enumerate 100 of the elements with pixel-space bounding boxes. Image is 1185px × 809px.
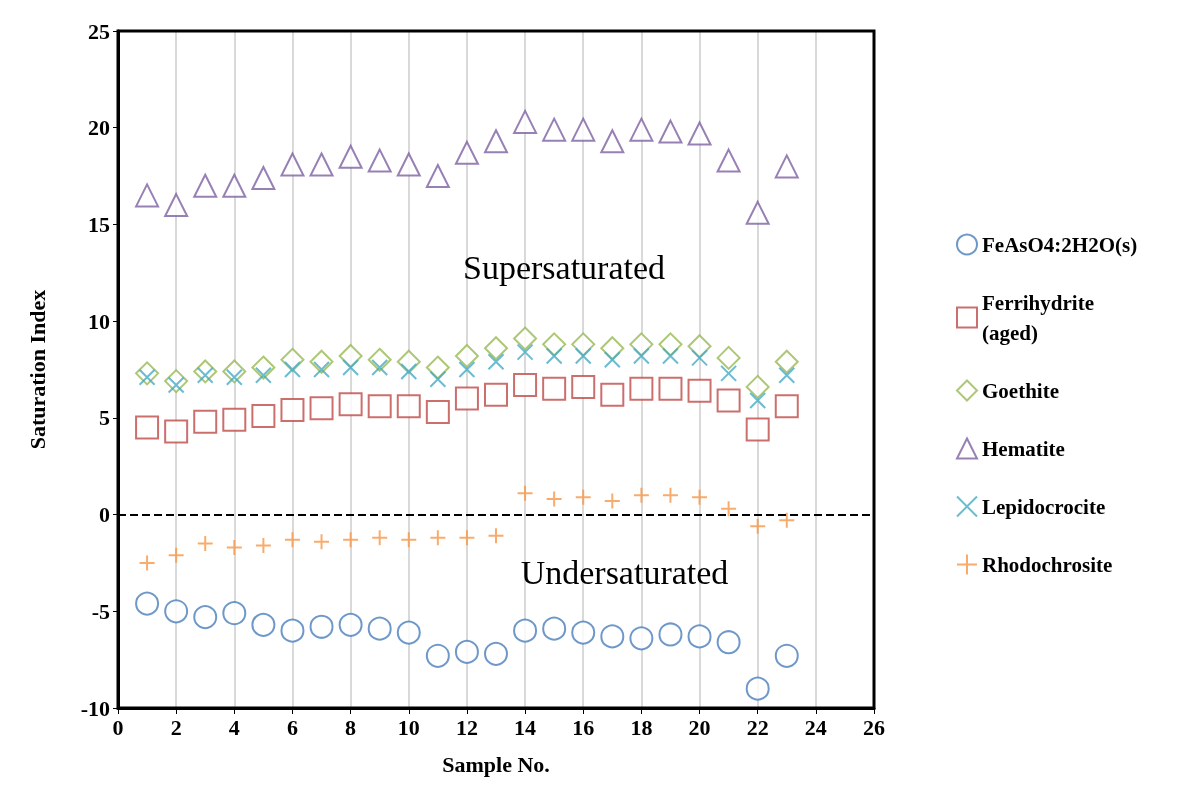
point bbox=[251, 403, 276, 428]
point bbox=[774, 154, 799, 179]
point bbox=[749, 517, 767, 535]
point bbox=[516, 484, 534, 502]
y-tick-label: 20 bbox=[88, 115, 110, 141]
point bbox=[484, 336, 508, 361]
point bbox=[164, 599, 189, 624]
point bbox=[454, 140, 479, 165]
point bbox=[367, 148, 392, 173]
point bbox=[454, 639, 479, 664]
point bbox=[280, 618, 305, 643]
x-tick-label: 2 bbox=[170, 714, 182, 740]
point bbox=[542, 616, 567, 641]
annotation: Supersaturated bbox=[463, 249, 666, 287]
point bbox=[745, 417, 770, 442]
point bbox=[691, 488, 709, 506]
point bbox=[600, 624, 625, 649]
x-tick-label: 16 bbox=[572, 714, 595, 740]
point bbox=[658, 119, 683, 144]
y-tick-label: 25 bbox=[88, 18, 110, 44]
x-axis-title: Sample No. bbox=[442, 751, 550, 777]
y-tick-label: -10 bbox=[80, 695, 110, 721]
point bbox=[629, 332, 654, 357]
point bbox=[632, 347, 650, 365]
point bbox=[571, 620, 596, 645]
point bbox=[454, 343, 479, 368]
point bbox=[251, 166, 276, 191]
point bbox=[574, 488, 592, 506]
point bbox=[338, 612, 363, 637]
point bbox=[138, 554, 156, 572]
point bbox=[484, 129, 508, 154]
legend-label: Goethite bbox=[982, 378, 1059, 403]
y-tick-label: 10 bbox=[88, 308, 110, 334]
point bbox=[774, 349, 799, 374]
point bbox=[135, 415, 160, 440]
point bbox=[600, 382, 625, 407]
point bbox=[658, 376, 683, 401]
legend-label: FeAsO4:2H2O(s) bbox=[982, 232, 1138, 257]
point bbox=[164, 193, 189, 218]
x-tick-label: 14 bbox=[514, 714, 537, 740]
point bbox=[545, 490, 563, 508]
point bbox=[251, 612, 276, 637]
x-tick-label: 24 bbox=[804, 714, 827, 740]
legend-label: Lepidocrocite bbox=[982, 494, 1106, 519]
point bbox=[135, 591, 160, 616]
point bbox=[196, 535, 214, 553]
y-axis-title: Saturation Index bbox=[24, 289, 50, 450]
point bbox=[774, 643, 799, 668]
point bbox=[745, 374, 770, 399]
point bbox=[661, 347, 679, 365]
point bbox=[629, 376, 654, 401]
point bbox=[632, 486, 650, 504]
point bbox=[313, 533, 331, 551]
point bbox=[487, 353, 505, 371]
point bbox=[425, 400, 450, 425]
point bbox=[687, 378, 712, 403]
point bbox=[716, 148, 741, 173]
point bbox=[487, 527, 505, 545]
point bbox=[720, 364, 738, 382]
point bbox=[396, 620, 421, 645]
point bbox=[687, 334, 712, 359]
x-tick-label: 4 bbox=[228, 714, 240, 740]
point bbox=[629, 626, 654, 651]
point bbox=[745, 200, 770, 225]
point bbox=[658, 622, 683, 647]
point bbox=[425, 355, 450, 380]
point bbox=[164, 419, 189, 444]
point bbox=[574, 347, 592, 365]
point bbox=[396, 152, 421, 177]
point bbox=[254, 537, 272, 555]
x-tick-label: 10 bbox=[397, 714, 420, 740]
point bbox=[661, 486, 679, 504]
point bbox=[716, 345, 741, 370]
point bbox=[542, 117, 567, 142]
point bbox=[425, 164, 450, 189]
point bbox=[749, 391, 767, 409]
point bbox=[222, 601, 247, 626]
y-tick-label: 15 bbox=[88, 211, 110, 237]
point bbox=[571, 117, 596, 142]
point bbox=[135, 183, 160, 208]
point bbox=[513, 109, 538, 134]
point bbox=[516, 343, 534, 361]
point bbox=[283, 361, 301, 378]
point bbox=[193, 409, 218, 434]
point bbox=[571, 374, 596, 399]
point bbox=[429, 529, 447, 547]
x-tick-label: 6 bbox=[286, 714, 298, 740]
point bbox=[658, 332, 683, 357]
point bbox=[283, 531, 301, 549]
point bbox=[484, 382, 508, 407]
point bbox=[513, 326, 538, 351]
legend-label: Rhodochrosite bbox=[982, 552, 1113, 577]
point bbox=[338, 392, 363, 417]
point bbox=[193, 173, 218, 198]
x-tick-label: 26 bbox=[863, 714, 885, 740]
x-tick-label: 12 bbox=[455, 714, 478, 740]
point bbox=[342, 359, 360, 377]
point bbox=[600, 129, 625, 154]
point bbox=[309, 396, 334, 421]
point bbox=[691, 349, 709, 367]
